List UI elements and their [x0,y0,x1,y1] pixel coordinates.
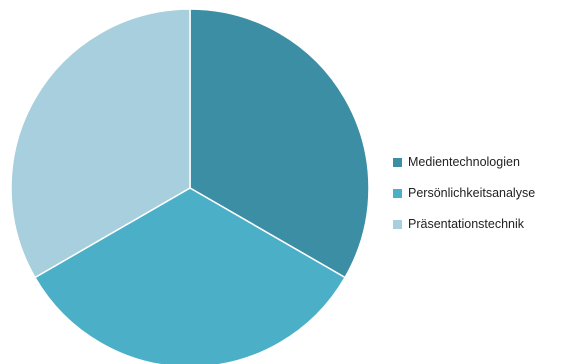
legend-label-persoenlichkeitsanalyse: Persönlichkeitsanalyse [408,186,536,200]
legend-swatch-praesentationstechnik [393,219,402,229]
legend-label-medientechnologien: Medientechnologien [408,155,520,169]
legend-entry-praesentationstechnik: Präsentationstechnik [393,213,571,235]
legend-swatch-medientechnologien [393,157,402,167]
pie-slice-praesentationstechnik [10,8,191,279]
legend-label-praesentationstechnik: Präsentationstechnik [408,217,525,231]
legend-entry-medientechnologien: Medientechnologien [393,151,571,173]
legend-entry-persoenlichkeitsanalyse: Persönlichkeitsanalyse [393,182,571,204]
legend-swatch-persoenlichkeitsanalyse [393,188,402,198]
pie-slice-medientechnologien [189,8,370,279]
legend: Medientechnologien Persönlichkeitsanalys… [393,151,571,244]
pie-slice-persoenlichkeitsanalyse [34,187,346,364]
